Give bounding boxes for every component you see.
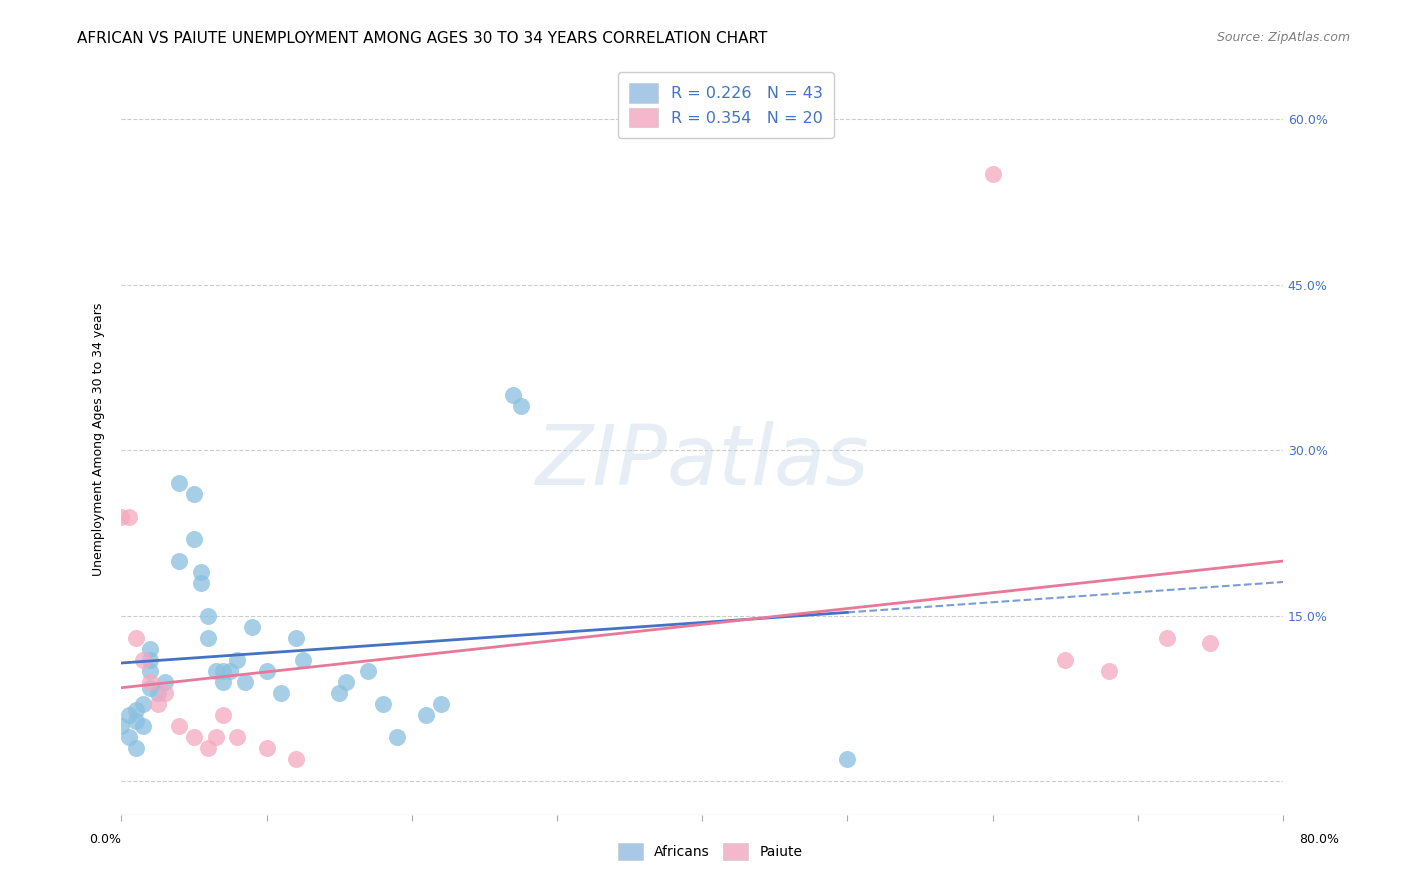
Point <box>146 697 169 711</box>
Point <box>125 714 148 728</box>
Point <box>212 664 235 678</box>
Point <box>197 631 219 645</box>
Point <box>125 631 148 645</box>
Point <box>1054 653 1077 667</box>
Point <box>284 631 307 645</box>
Text: 0.0%: 0.0% <box>90 833 121 846</box>
Point <box>328 686 350 700</box>
Point <box>139 664 162 678</box>
Point <box>125 703 148 717</box>
Point <box>226 731 249 745</box>
Point <box>183 532 205 546</box>
Text: Source: ZipAtlas.com: Source: ZipAtlas.com <box>1216 31 1350 45</box>
Point <box>256 741 278 756</box>
Text: 80.0%: 80.0% <box>1299 833 1339 846</box>
Point <box>117 509 139 524</box>
Point <box>169 476 191 491</box>
Point <box>502 388 524 402</box>
Point <box>110 509 132 524</box>
Point <box>233 675 256 690</box>
Text: AFRICAN VS PAIUTE UNEMPLOYMENT AMONG AGES 30 TO 34 YEARS CORRELATION CHART: AFRICAN VS PAIUTE UNEMPLOYMENT AMONG AGE… <box>77 31 768 46</box>
Text: ZIPatlas: ZIPatlas <box>536 421 869 502</box>
Point <box>335 675 357 690</box>
Point <box>139 681 162 695</box>
Point <box>197 741 219 756</box>
Point <box>153 686 176 700</box>
Legend: R = 0.226   N = 43, R = 0.354   N = 20: R = 0.226 N = 43, R = 0.354 N = 20 <box>617 72 834 138</box>
Point <box>153 675 176 690</box>
Point <box>117 731 139 745</box>
Point <box>240 620 263 634</box>
Point <box>371 697 394 711</box>
Point <box>139 675 162 690</box>
Point <box>183 487 205 501</box>
Point <box>212 675 235 690</box>
Point <box>169 554 191 568</box>
Point <box>117 708 139 723</box>
Point <box>291 653 314 667</box>
Point <box>139 653 162 667</box>
Point <box>219 664 242 678</box>
Point <box>1098 664 1121 678</box>
Point <box>169 719 191 733</box>
Point <box>125 741 148 756</box>
Point <box>110 719 132 733</box>
Point <box>509 399 531 413</box>
Point <box>183 731 205 745</box>
Point <box>1156 631 1178 645</box>
Point <box>204 731 226 745</box>
Point <box>132 719 155 733</box>
Point <box>190 565 212 579</box>
Point <box>981 168 1004 182</box>
Point <box>139 642 162 657</box>
Point <box>204 664 226 678</box>
Point <box>256 664 278 678</box>
Point <box>284 752 307 766</box>
Point <box>146 686 169 700</box>
Point <box>415 708 437 723</box>
Point <box>357 664 380 678</box>
Point <box>429 697 451 711</box>
Point <box>212 708 235 723</box>
Point <box>132 653 155 667</box>
Point <box>190 575 212 590</box>
Y-axis label: Unemployment Among Ages 30 to 34 years: Unemployment Among Ages 30 to 34 years <box>93 302 105 576</box>
Point <box>132 697 155 711</box>
Point <box>197 608 219 623</box>
Legend: Africans, Paiute: Africans, Paiute <box>612 838 808 865</box>
Point <box>837 752 859 766</box>
Point <box>1199 636 1222 650</box>
Point <box>387 731 409 745</box>
Point <box>226 653 249 667</box>
Point <box>270 686 292 700</box>
